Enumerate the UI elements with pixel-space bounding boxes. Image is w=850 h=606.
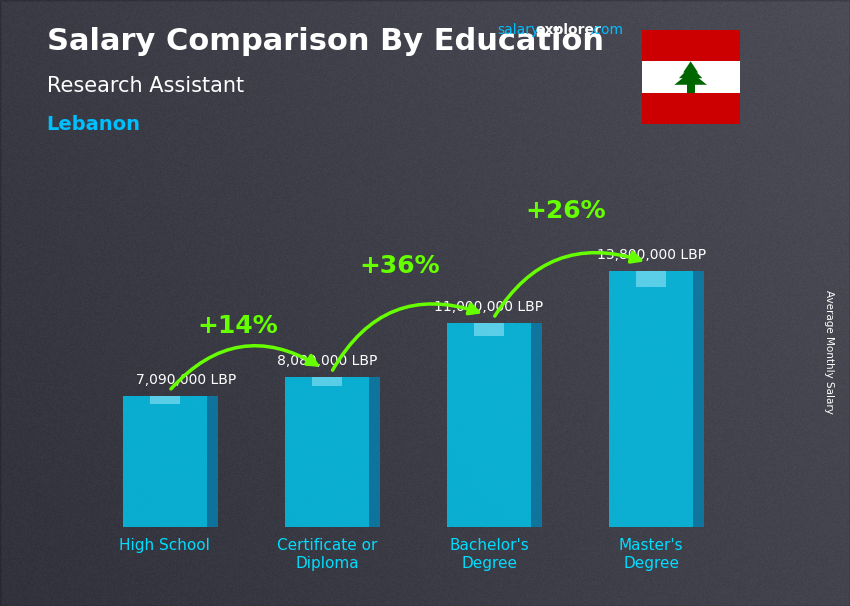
Polygon shape (531, 324, 542, 527)
Text: 8,080,000 LBP: 8,080,000 LBP (277, 354, 377, 368)
Bar (609, 271, 694, 527)
Text: +14%: +14% (197, 314, 278, 338)
Bar (637, 271, 666, 287)
Bar (642, 93, 740, 124)
Bar (474, 324, 504, 336)
Text: 7,090,000 LBP: 7,090,000 LBP (136, 373, 236, 387)
Bar (122, 396, 207, 527)
Polygon shape (369, 378, 380, 527)
Polygon shape (679, 66, 702, 78)
Bar (642, 30, 740, 61)
Text: salary: salary (497, 23, 540, 37)
Text: +36%: +36% (360, 254, 439, 278)
Polygon shape (207, 396, 218, 527)
Polygon shape (674, 72, 707, 85)
Bar (447, 324, 531, 527)
Text: Average Monthly Salary: Average Monthly Salary (824, 290, 834, 413)
Text: 13,800,000 LBP: 13,800,000 LBP (597, 248, 705, 262)
Text: Lebanon: Lebanon (47, 115, 141, 134)
Polygon shape (694, 271, 705, 527)
Bar (687, 83, 694, 93)
Text: 11,000,000 LBP: 11,000,000 LBP (434, 300, 544, 314)
Text: .com: .com (589, 23, 623, 37)
Bar (642, 61, 740, 93)
Bar (150, 396, 179, 404)
Bar (312, 378, 342, 387)
Bar (285, 378, 369, 527)
Text: explorer: explorer (536, 23, 601, 37)
Text: +26%: +26% (525, 199, 606, 223)
Text: Research Assistant: Research Assistant (47, 76, 244, 96)
Text: Salary Comparison By Education: Salary Comparison By Education (47, 27, 603, 56)
Polygon shape (683, 61, 698, 73)
